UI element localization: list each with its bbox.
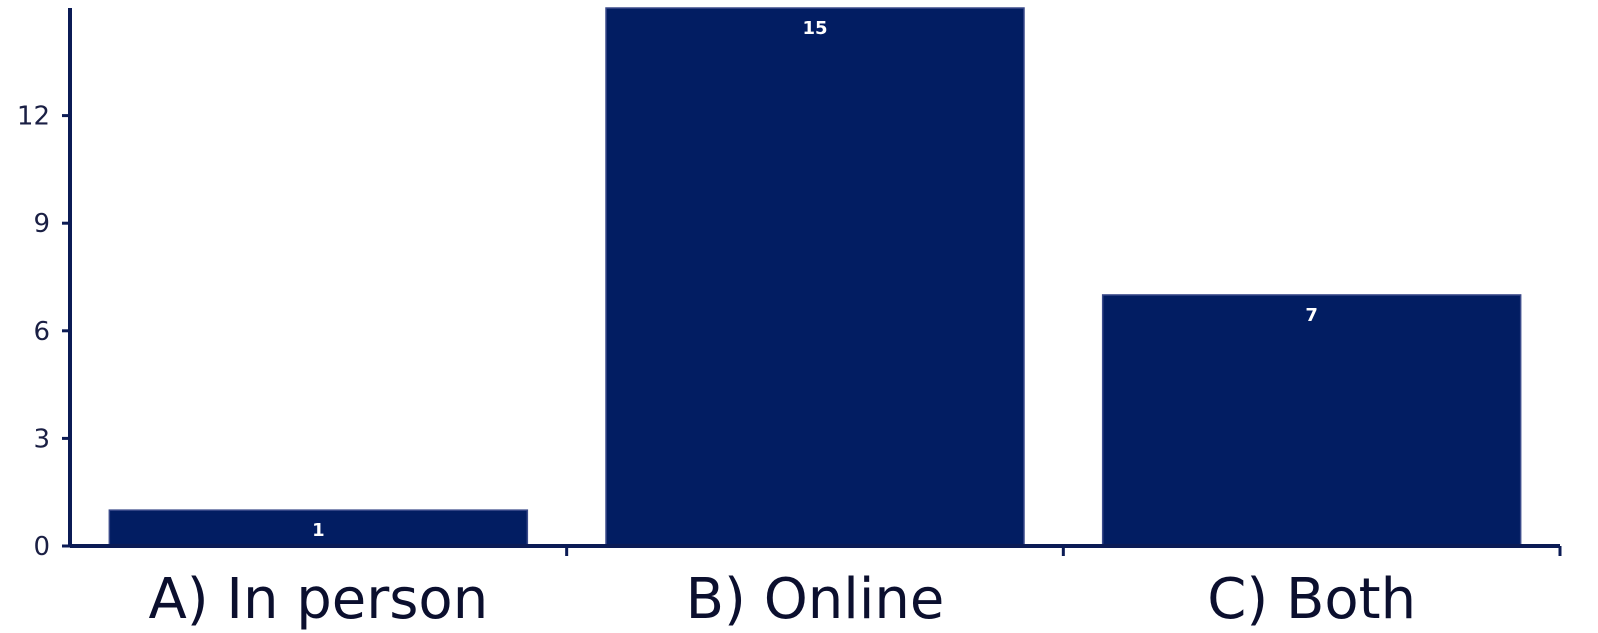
y-ticks-group: 0 3 6 9 12 xyxy=(17,102,70,562)
y-tick-label: 12 xyxy=(17,102,50,132)
category-label: C) Both xyxy=(1207,567,1416,632)
data-labels-group: 1 15 7 xyxy=(312,18,1318,541)
bar xyxy=(605,7,1025,547)
category-label: B) Online xyxy=(686,567,945,632)
bar xyxy=(1101,294,1522,547)
bar-value-label: 7 xyxy=(1305,305,1318,326)
y-tick-label: 6 xyxy=(33,317,50,347)
bars-group xyxy=(108,7,1522,547)
bar xyxy=(108,509,529,547)
y-tick-label: 0 xyxy=(33,532,50,562)
y-tick-label: 9 xyxy=(33,209,50,239)
y-tick-label: 3 xyxy=(33,424,50,454)
category-label: A) In person xyxy=(148,567,488,632)
bar-value-label: 1 xyxy=(312,520,325,541)
x-ticks-group xyxy=(565,546,1562,556)
category-labels-group: A) In person B) Online C) Both xyxy=(148,567,1416,632)
bar-value-label: 15 xyxy=(802,18,827,39)
